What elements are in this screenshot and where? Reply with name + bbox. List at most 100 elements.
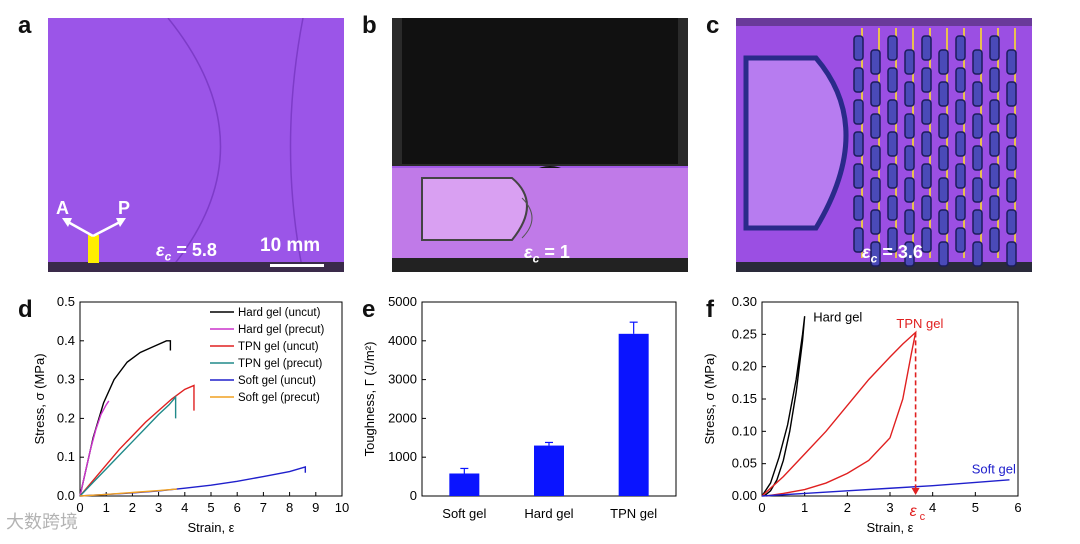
gel-block — [853, 227, 864, 253]
gel-block — [870, 113, 881, 139]
gel-block — [989, 163, 1000, 189]
legend-entry: Soft gel (uncut) — [238, 375, 316, 387]
bar — [449, 473, 480, 496]
gel-block — [955, 131, 966, 157]
x-tick-label: 1 — [801, 500, 808, 515]
gel-block — [887, 35, 898, 61]
gel-block — [887, 227, 898, 253]
gel-block — [1006, 177, 1017, 203]
y-tick-label: 0.10 — [732, 423, 757, 438]
y-axis-label: Toughness, Γ (J/m²) — [362, 342, 377, 457]
series-line — [79, 340, 172, 497]
gel-block — [904, 81, 915, 107]
arrow-a-label: A — [56, 198, 69, 218]
category-label: TPN gel — [610, 506, 657, 521]
gel-block — [904, 241, 915, 267]
category-label: Hard gel — [524, 506, 573, 521]
panel-d-label: d — [18, 296, 33, 323]
gel-block — [887, 99, 898, 125]
gel-block — [853, 67, 864, 93]
gel-block — [1006, 81, 1017, 107]
y-tick-label: 3000 — [388, 372, 417, 387]
gel-block — [1006, 49, 1017, 75]
gel-block — [938, 241, 949, 267]
gel-block — [853, 163, 864, 189]
eps-c-annotation-sub: c — [920, 511, 926, 523]
x-tick-label: 0 — [76, 500, 83, 515]
gel-block — [870, 241, 881, 267]
y-tick-label: 0.0 — [57, 488, 75, 503]
x-tick-label: 2 — [129, 500, 136, 515]
gel-block — [853, 99, 864, 125]
chart-e: 0 1000 2000 3000 4000 5000 Toughness, Γ (J/m²)… — [352, 290, 692, 544]
bar — [534, 445, 564, 496]
arrow-p-label: P — [118, 198, 131, 218]
gel-block — [955, 67, 966, 93]
gel-block — [972, 113, 983, 139]
gel-block — [870, 81, 881, 107]
y-tick-label: 0.05 — [732, 456, 757, 471]
y-axis-label: Stress, σ (MPa) — [32, 353, 47, 444]
gel-block — [955, 195, 966, 221]
panel-a-label: a — [18, 12, 32, 39]
x-tick-label: 9 — [312, 500, 319, 515]
gel-block — [853, 131, 864, 157]
gel-block — [887, 163, 898, 189]
x-tick-label: 1 — [103, 500, 110, 515]
series-line — [761, 479, 1010, 497]
legend-entry: TPN gel (precut) — [238, 358, 323, 370]
chart-d: 0 1 2 3 4 5 6 7 8 9 10 0.0 0.1 0.2 0.3 0.4 0.5 Strain, ε S… — [0, 290, 360, 544]
gel-block — [955, 227, 966, 253]
gel-block — [989, 227, 1000, 253]
x-tick-label: 3 — [155, 500, 162, 515]
y-axis-label: Stress, σ (MPa) — [702, 353, 717, 444]
panel-c-label: c — [706, 12, 720, 39]
y-tick-label: 5000 — [388, 294, 417, 309]
gel-block — [870, 49, 881, 75]
eps-c-marker-arrow — [911, 488, 920, 495]
gel-block — [921, 227, 932, 253]
gel-block — [955, 99, 966, 125]
x-tick-label: 4 — [181, 500, 188, 515]
x-tick-label: 5 — [972, 500, 979, 515]
eps-c-label-c: εc = 3.6 — [862, 242, 923, 266]
gel-block — [904, 177, 915, 203]
legend-entry: Soft gel (precut) — [238, 392, 320, 404]
bar — [618, 333, 649, 496]
gel-block — [972, 145, 983, 171]
gel-block — [1006, 113, 1017, 139]
x-tick-label: 4 — [929, 500, 936, 515]
chart-f: 0 1 2 3 4 5 6 0.00 0.05 0.10 0.15 0.20 0.25 0.30 Strai… — [696, 290, 1080, 544]
x-tick-label: 6 — [234, 500, 241, 515]
y-tick-label: 0 — [410, 488, 417, 503]
y-tick-label: 0.20 — [732, 359, 757, 374]
x-tick-label: 8 — [286, 500, 293, 515]
gel-block — [938, 113, 949, 139]
series-line — [79, 384, 195, 497]
gel-block — [938, 49, 949, 75]
gel-block — [989, 195, 1000, 221]
gel-block — [904, 209, 915, 235]
gel-block — [921, 35, 932, 61]
watermark: 大数跨境 — [6, 512, 78, 533]
gel-block — [972, 209, 983, 235]
gel-block — [870, 209, 881, 235]
gel-block — [938, 145, 949, 171]
gel-block — [955, 35, 966, 61]
gel-block — [887, 67, 898, 93]
gel-block — [938, 209, 949, 235]
legend-entry: Hard gel (uncut) — [238, 307, 321, 319]
x-tick-label: 6 — [1014, 500, 1021, 515]
category-label: Soft gel — [442, 506, 486, 521]
gel-block — [938, 81, 949, 107]
y-tick-label: 0.00 — [732, 488, 757, 503]
y-tick-label: 4000 — [388, 333, 417, 348]
series-line — [79, 488, 177, 497]
series-label: TPN gel — [896, 316, 943, 331]
y-tick-label: 0.25 — [732, 326, 757, 341]
y-tick-label: 0.15 — [732, 391, 757, 406]
y-tick-label: 0.3 — [57, 372, 75, 387]
y-tick-label: 0.2 — [57, 410, 75, 425]
scale-bar-label: 10 mm — [260, 235, 321, 256]
panel-b-label: b — [362, 12, 377, 39]
